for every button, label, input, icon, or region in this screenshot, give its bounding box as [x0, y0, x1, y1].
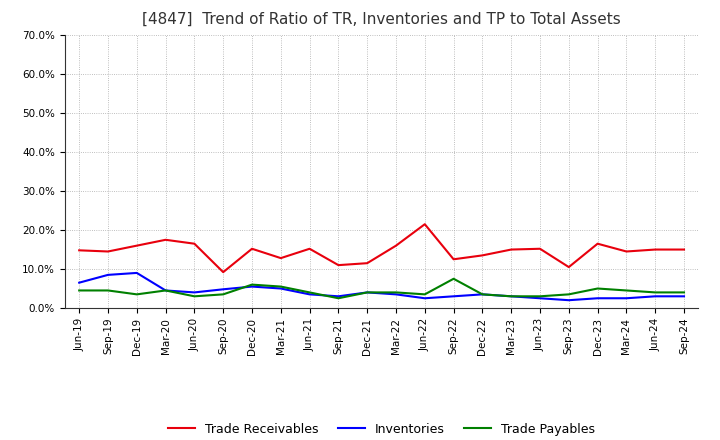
- Inventories: [680, 293, 688, 299]
- Legend: Trade Receivables, Inventories, Trade Payables: Trade Receivables, Inventories, Trade Pa…: [163, 418, 600, 440]
- Inventories: [593, 296, 602, 301]
- Inventories: [507, 293, 516, 299]
- Line: Trade Payables: Trade Payables: [79, 279, 684, 298]
- Trade Payables: [622, 288, 631, 293]
- Inventories: [536, 296, 544, 301]
- Inventories: [478, 292, 487, 297]
- Trade Receivables: [478, 253, 487, 258]
- Inventories: [363, 290, 372, 295]
- Trade Payables: [449, 276, 458, 282]
- Inventories: [622, 296, 631, 301]
- Trade Receivables: [161, 237, 170, 242]
- Inventories: [449, 293, 458, 299]
- Trade Receivables: [420, 222, 429, 227]
- Title: [4847]  Trend of Ratio of TR, Inventories and TP to Total Assets: [4847] Trend of Ratio of TR, Inventories…: [143, 12, 621, 27]
- Trade Payables: [219, 292, 228, 297]
- Trade Receivables: [219, 270, 228, 275]
- Trade Payables: [363, 290, 372, 295]
- Trade Payables: [420, 292, 429, 297]
- Trade Receivables: [190, 241, 199, 246]
- Trade Receivables: [248, 246, 256, 251]
- Trade Payables: [392, 290, 400, 295]
- Inventories: [392, 292, 400, 297]
- Inventories: [651, 293, 660, 299]
- Inventories: [161, 288, 170, 293]
- Inventories: [104, 272, 112, 278]
- Trade Receivables: [449, 257, 458, 262]
- Trade Receivables: [104, 249, 112, 254]
- Trade Receivables: [305, 246, 314, 251]
- Trade Receivables: [75, 248, 84, 253]
- Trade Receivables: [622, 249, 631, 254]
- Trade Payables: [104, 288, 112, 293]
- Trade Payables: [248, 282, 256, 287]
- Inventories: [219, 286, 228, 292]
- Trade Receivables: [564, 264, 573, 270]
- Inventories: [276, 286, 285, 291]
- Trade Payables: [593, 286, 602, 291]
- Trade Receivables: [132, 243, 141, 248]
- Inventories: [132, 270, 141, 275]
- Trade Payables: [305, 290, 314, 295]
- Trade Payables: [75, 288, 84, 293]
- Trade Payables: [334, 296, 343, 301]
- Trade Payables: [651, 290, 660, 295]
- Trade Payables: [161, 288, 170, 293]
- Line: Inventories: Inventories: [79, 273, 684, 300]
- Trade Payables: [536, 293, 544, 299]
- Trade Payables: [132, 292, 141, 297]
- Inventories: [564, 297, 573, 303]
- Line: Trade Receivables: Trade Receivables: [79, 224, 684, 272]
- Inventories: [248, 284, 256, 289]
- Trade Payables: [478, 292, 487, 297]
- Trade Receivables: [680, 247, 688, 252]
- Trade Payables: [190, 293, 199, 299]
- Trade Receivables: [392, 243, 400, 248]
- Inventories: [420, 296, 429, 301]
- Trade Payables: [276, 284, 285, 289]
- Trade Receivables: [363, 260, 372, 266]
- Inventories: [305, 292, 314, 297]
- Inventories: [334, 293, 343, 299]
- Trade Payables: [564, 292, 573, 297]
- Trade Receivables: [334, 263, 343, 268]
- Inventories: [75, 280, 84, 285]
- Trade Receivables: [593, 241, 602, 246]
- Trade Payables: [507, 293, 516, 299]
- Trade Payables: [680, 290, 688, 295]
- Trade Receivables: [536, 246, 544, 251]
- Trade Receivables: [276, 256, 285, 261]
- Trade Receivables: [507, 247, 516, 252]
- Inventories: [190, 290, 199, 295]
- Trade Receivables: [651, 247, 660, 252]
